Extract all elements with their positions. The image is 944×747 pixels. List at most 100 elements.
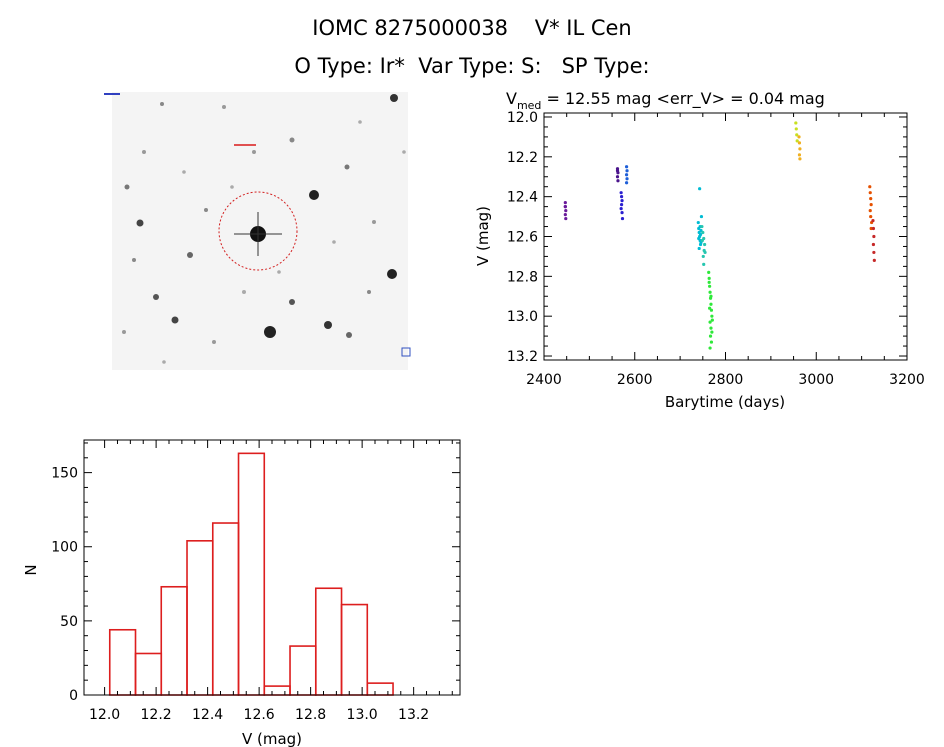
lc-y-tick-label: 12.0 (507, 110, 538, 126)
lc-data-point (620, 199, 624, 203)
chart-title-line2: O Type: Ir* Var Type: S: SP Type: (294, 54, 650, 78)
lc-data-point (700, 238, 704, 243)
lc-x-ticks: 2400 2600 2800 3000 3200 (526, 113, 925, 388)
lc-data-point (703, 250, 707, 255)
lc-data-point (871, 218, 875, 223)
hist-bar (340, 603, 369, 696)
lc-data-point (624, 181, 629, 185)
lc-data-point (709, 326, 713, 330)
lc-data-point (795, 139, 799, 143)
lc-data-point (868, 191, 872, 195)
lc-title-main: V (506, 89, 517, 108)
hist-y-ticks: 0 50 100 150 (51, 442, 460, 704)
hist-bar (134, 652, 163, 696)
lc-y-tick-label: 13.2 (507, 349, 538, 365)
lc-data-point (794, 127, 798, 131)
lc-data-point (794, 121, 798, 125)
hist-x-tick-label: 13.0 (347, 707, 378, 723)
lc-data-point (710, 318, 714, 322)
lc-y-tick-label: 13.0 (507, 309, 538, 325)
lc-data-point (699, 214, 704, 219)
lc-data-point (615, 175, 620, 179)
hist-bar (366, 682, 394, 696)
hist-bars (108, 452, 394, 696)
lc-data-point (797, 135, 801, 139)
lc-data-point (869, 197, 873, 201)
lc-data-point (709, 302, 713, 306)
lc-data-point (620, 216, 625, 221)
lc-data-point (701, 254, 705, 259)
lc-data-point (797, 153, 802, 157)
lc-data-point (696, 220, 700, 225)
hist-bar (263, 685, 291, 696)
hist-y-axis-label: N (22, 564, 40, 575)
hist-plot-frame (83, 439, 461, 696)
lc-data-point (564, 216, 568, 221)
lc-data-point (707, 270, 711, 274)
lc-data-point (871, 242, 876, 247)
lc-data-point (872, 234, 876, 239)
lc-data-point (869, 226, 873, 231)
hist-y-tick-label: 150 (51, 466, 78, 482)
lc-data-point (697, 236, 701, 241)
lc-data-point (619, 203, 624, 207)
lc-x-tick-label: 2600 (617, 372, 653, 388)
lc-data-point (619, 207, 623, 211)
lc-title: Vmed = 12.55 mag <err_V> = 0.04 mag (506, 89, 825, 112)
hist-y-tick-label: 50 (60, 614, 78, 630)
lc-data-point (708, 320, 712, 324)
hist-bar (211, 522, 240, 696)
sky-star-field (122, 94, 406, 364)
lc-data-point (798, 157, 802, 161)
lc-data-point (625, 177, 629, 181)
lc-data-point (702, 262, 706, 266)
lc-data-point (620, 210, 624, 215)
hist-bar (186, 540, 214, 696)
lc-data-point (619, 195, 624, 199)
hist-x-tick-label: 12.2 (141, 707, 172, 723)
hist-y-tick-label: 100 (51, 540, 78, 556)
lc-data-point (708, 346, 712, 350)
hist-x-tick-label: 12.0 (89, 707, 120, 723)
hist-x-tick-label: 13.2 (398, 707, 429, 723)
lc-data-point (625, 169, 629, 173)
lc-data-point (872, 250, 876, 255)
lc-data-point (708, 334, 713, 338)
lc-data-point (698, 187, 702, 191)
lc-data-point (703, 242, 707, 247)
target-star-marker (218, 144, 298, 271)
hist-bar (108, 628, 137, 696)
lc-plot-frame (543, 112, 908, 361)
lc-data-point (708, 290, 712, 294)
lc-data-point (868, 209, 872, 213)
lc-data-point (701, 230, 705, 235)
hist-x-tick-label: 12.4 (192, 707, 223, 723)
lc-y-tick-label: 12.4 (507, 190, 538, 206)
lc-data-point (709, 340, 714, 344)
lc-data-point (564, 209, 568, 213)
lc-data-point (798, 147, 802, 151)
lc-data-point (872, 258, 876, 263)
histogram-chart: 0 50 100 150 12.0 12.2 12.4 12.6 12.8 13.0 13.2 V… (22, 439, 461, 747)
lc-data-point (708, 284, 712, 288)
hist-bar (289, 645, 317, 696)
lc-title-rest: = 12.55 mag <err_V> = 0.04 mag (541, 89, 824, 109)
lc-data-point (871, 226, 876, 231)
lc-y-tick-label: 12.6 (507, 230, 538, 246)
lc-data-point (708, 306, 712, 310)
lc-x-axis-label: Barytime (days) (665, 393, 785, 411)
lc-data-point (707, 280, 711, 284)
hist-y-tick-label: 0 (69, 688, 78, 704)
lc-data-point (869, 214, 873, 219)
light-curve-chart: Vmed = 12.55 mag <err_V> = 0.04 mag 12.0… (474, 89, 925, 411)
lc-y-axis-label: V (mag) (474, 206, 492, 266)
lc-points (563, 121, 876, 350)
lc-data-point (795, 133, 799, 137)
hist-x-ticks: 12.0 12.2 12.4 12.6 12.8 13.0 13.2 (89, 440, 453, 723)
lc-data-point (616, 179, 620, 183)
lc-x-tick-label: 2800 (708, 372, 744, 388)
lc-data-point (624, 165, 629, 169)
hist-x-axis-label: V (mag) (242, 730, 302, 747)
lc-data-point (868, 185, 872, 189)
lc-x-tick-label: 3000 (798, 372, 834, 388)
